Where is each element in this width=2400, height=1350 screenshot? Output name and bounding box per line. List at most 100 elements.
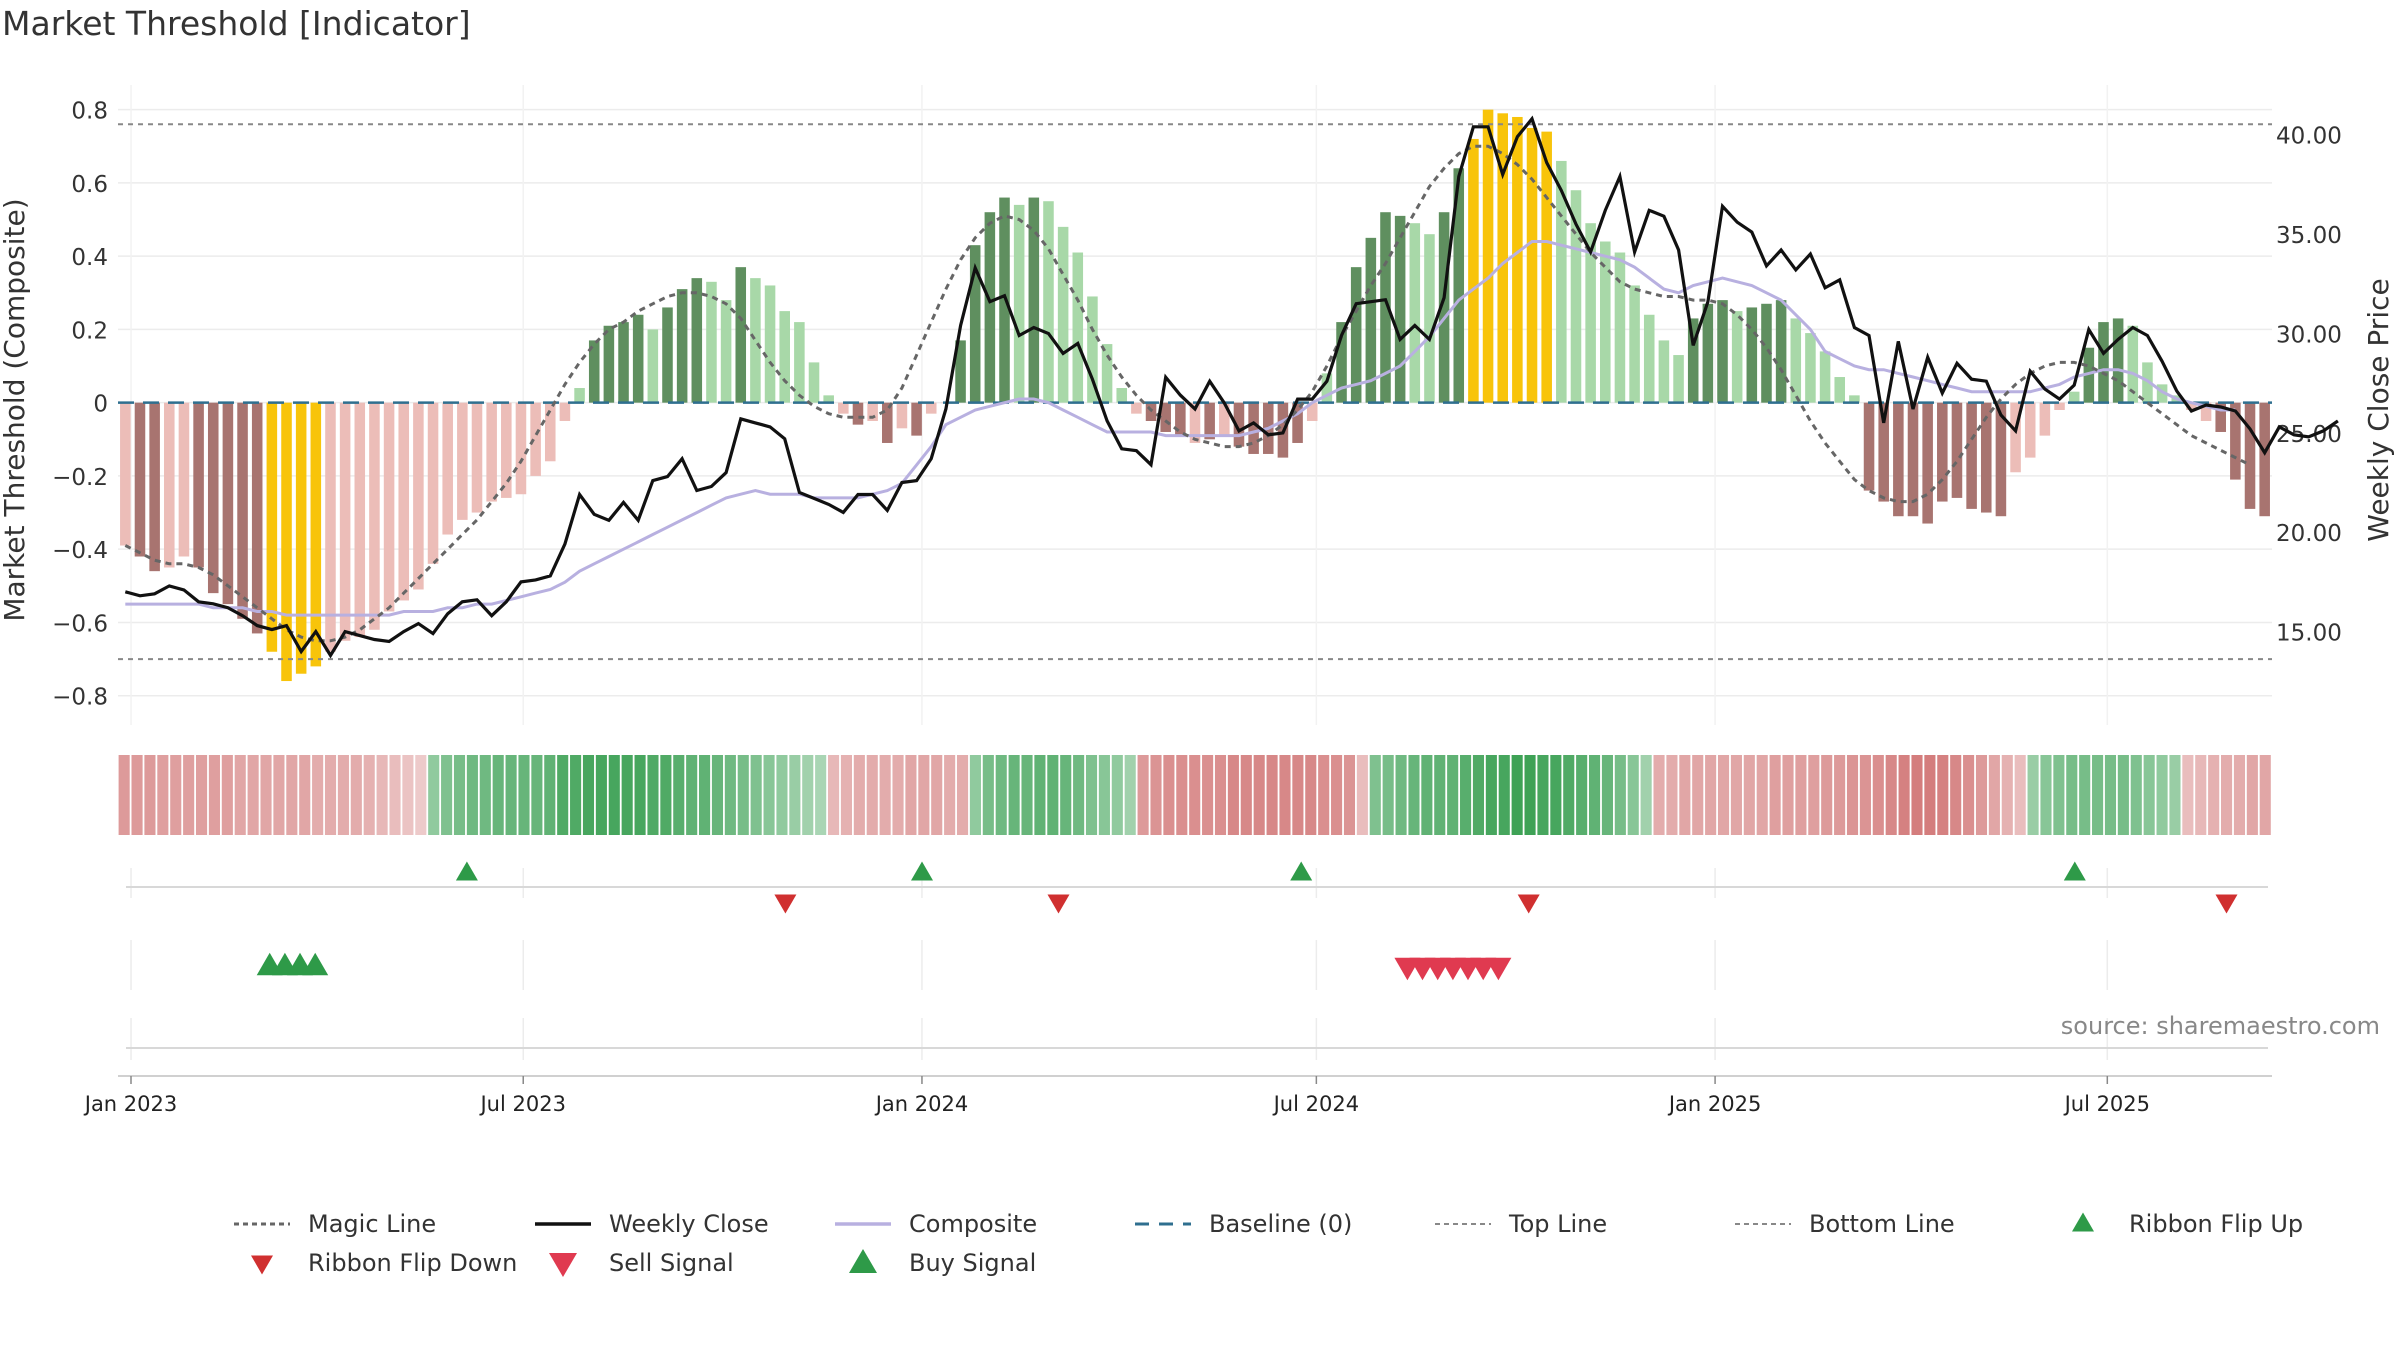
ribbon-cell: [1576, 755, 1588, 835]
threshold-bar: [691, 278, 703, 403]
threshold-bar: [764, 285, 776, 403]
threshold-bar: [1204, 402, 1215, 440]
composite-line: [125, 240, 2236, 617]
ribbon-cell: [2208, 755, 2220, 835]
y-tick-label: −0.6: [52, 611, 108, 637]
ribbon-cell: [337, 755, 349, 835]
ribbon-cell: [1227, 755, 1239, 835]
ribbon-cell: [453, 755, 466, 835]
ribbon-cell: [1163, 755, 1175, 835]
threshold-bar: [1057, 226, 1069, 403]
ribbon-cell: [131, 755, 143, 835]
ribbon-cell: [1421, 755, 1433, 835]
ribbon-cell: [2014, 755, 2026, 835]
threshold-bar: [530, 402, 541, 476]
threshold-bar: [164, 402, 175, 568]
y2-tick-label: 20.00: [2276, 521, 2342, 547]
threshold-bar: [867, 402, 878, 421]
threshold-bar: [1292, 402, 1303, 443]
ribbon-cell: [2259, 755, 2271, 835]
threshold-bar: [1541, 131, 1552, 403]
ribbon-cell: [2221, 755, 2233, 835]
ribbon-cell: [376, 755, 388, 835]
ribbon-cell: [892, 755, 904, 835]
legend-label: Baseline (0): [1209, 1210, 1352, 1238]
threshold-bar: [1189, 402, 1201, 443]
x-tick-label: Jul 2024: [1272, 1092, 1359, 1116]
threshold-bar: [1424, 234, 1435, 403]
legend-label: Weekly Close: [609, 1210, 769, 1238]
ribbon-cell: [1692, 755, 1704, 835]
threshold-bar: [1512, 116, 1523, 403]
ribbon-cell: [2156, 755, 2168, 835]
threshold-bar: [838, 402, 849, 414]
ribbon-cell: [1769, 755, 1781, 835]
ribbon-cell: [1627, 755, 1639, 835]
ribbon-cell: [1834, 755, 1846, 835]
ribbon-cell: [157, 755, 169, 835]
threshold-bar: [427, 402, 439, 564]
legend-label: Buy Signal: [909, 1249, 1036, 1277]
ribbon-flip-up-marker: [911, 861, 933, 881]
threshold-bar: [325, 402, 336, 652]
threshold-bar: [2156, 384, 2168, 403]
ribbon-cell: [2143, 755, 2155, 835]
threshold-bar: [2244, 402, 2256, 509]
threshold-bar: [662, 307, 673, 403]
threshold-bar: [354, 402, 366, 638]
ribbon-cell: [557, 755, 569, 835]
threshold-bar: [1219, 402, 1230, 436]
ribbon-cell: [1240, 755, 1252, 835]
threshold-bar: [1350, 267, 1362, 403]
ribbon-cell: [931, 755, 943, 835]
threshold-bar: [1937, 402, 1948, 502]
ribbon-cell: [2117, 755, 2129, 835]
threshold-bar: [1072, 252, 1084, 403]
threshold-bar: [2054, 402, 2065, 410]
ribbon-cell: [1214, 755, 1227, 835]
ribbon-cell: [1756, 755, 1768, 835]
threshold-bar: [1453, 168, 1465, 403]
threshold-bar: [779, 311, 790, 403]
ribbon-cell: [183, 755, 195, 835]
threshold-bar: [1658, 340, 1670, 403]
buy-signal-marker: [302, 952, 329, 976]
threshold-bar: [1702, 303, 1714, 403]
ribbon-cell: [389, 755, 401, 835]
threshold-bar: [706, 281, 717, 403]
threshold-bar: [720, 300, 732, 403]
ribbon-cell: [299, 755, 311, 835]
threshold-bar: [1687, 318, 1699, 403]
ribbon-cell: [1008, 755, 1020, 835]
threshold-bar: [1643, 314, 1655, 403]
ribbon-cell: [1988, 755, 2000, 835]
ribbon-cell: [2027, 755, 2039, 835]
ribbon-cell: [2040, 755, 2052, 835]
threshold-bar: [369, 402, 380, 630]
legend-label: Top Line: [1508, 1210, 1607, 1238]
threshold-bar: [1394, 215, 1406, 403]
legend-label: Ribbon Flip Down: [308, 1249, 517, 1277]
ribbon-cell: [711, 755, 724, 835]
ribbon-cell: [221, 755, 233, 835]
threshold-bar: [515, 402, 527, 495]
ribbon-cell: [324, 755, 337, 835]
ribbon-cell: [621, 755, 633, 835]
threshold-bar: [2039, 402, 2051, 436]
ribbon-cell: [234, 755, 246, 835]
threshold-bar: [1922, 402, 1933, 524]
ribbon-cell: [544, 755, 556, 835]
threshold-bar: [574, 388, 585, 403]
ribbon-cell: [2195, 755, 2207, 835]
threshold-bar: [1468, 138, 1479, 403]
y-tick-label: −0.2: [52, 465, 108, 491]
ribbon-cell: [1730, 755, 1742, 835]
ribbon-cell: [673, 755, 685, 835]
ribbon-cell: [582, 755, 595, 835]
threshold-bar: [1101, 344, 1113, 403]
threshold-bar: [457, 402, 468, 520]
ribbon-cell: [1369, 755, 1381, 835]
threshold-bar: [984, 212, 996, 403]
threshold-bar: [2215, 402, 2226, 432]
